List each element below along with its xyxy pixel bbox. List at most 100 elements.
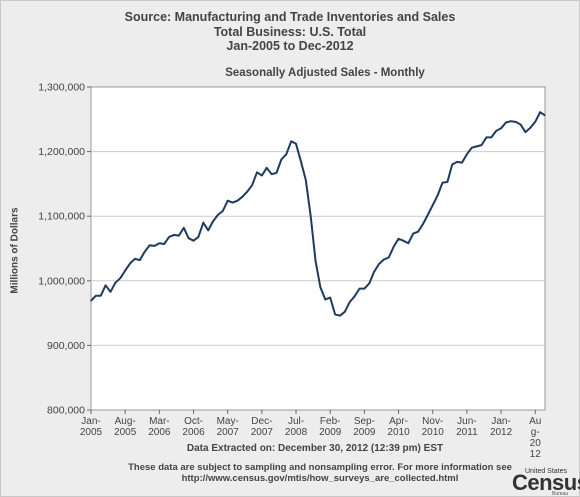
data-point (427, 214, 429, 216)
logo-bureau: Bureau (552, 491, 569, 497)
data-point (256, 171, 258, 173)
census-logo: United States Census Bureau (512, 468, 580, 497)
data-point (378, 263, 380, 265)
data-point (437, 194, 439, 197)
data-point (173, 234, 175, 236)
data-point (510, 120, 512, 122)
data-point (222, 210, 224, 212)
data-point (515, 121, 517, 123)
y-tick-label: 800,000 (47, 405, 85, 417)
data-point (393, 245, 395, 248)
x-tick-label: Nov-2010 (422, 416, 445, 438)
x-tick-label: Dec-2007 (251, 416, 274, 438)
data-point (197, 236, 199, 238)
data-point (349, 301, 351, 303)
data-point (397, 238, 400, 240)
data-point (407, 242, 409, 244)
data-point (119, 277, 121, 279)
data-point (90, 300, 92, 302)
data-point (441, 182, 444, 184)
data-point (539, 111, 541, 113)
data-point (280, 158, 282, 160)
data-point (236, 200, 239, 202)
data-point (363, 287, 365, 290)
source-title: Source: Manufacturing and Trade Inventor… (124, 10, 456, 24)
data-point (480, 144, 483, 146)
x-tick-label: Jul-2008 (285, 416, 308, 438)
sampling-error-text: These data are subject to sampling and n… (128, 462, 512, 473)
x-tick-label: Jun-2011 (456, 416, 478, 438)
data-point (544, 114, 546, 117)
data-point (139, 259, 141, 261)
data-point (158, 242, 160, 244)
chart-title: Seasonally Adjusted Sales - Monthly (225, 67, 425, 79)
data-point (271, 173, 273, 175)
data-point (334, 313, 336, 315)
data-point (207, 229, 209, 232)
data-point (354, 295, 356, 297)
x-tick-label: Sep-2009 (353, 416, 376, 438)
x-tick-label: May-2007 (217, 416, 240, 438)
plot-area (90, 86, 546, 411)
data-point (422, 223, 424, 225)
data-point (183, 227, 185, 229)
data-point (310, 215, 312, 217)
data-point (153, 245, 156, 247)
data-point (95, 295, 97, 297)
x-tick-label: Apr-2010 (387, 416, 410, 438)
data-point (485, 136, 488, 138)
date-range-title: Jan-2005 to Dec-2012 (226, 39, 354, 53)
data-point (285, 153, 287, 155)
data-point (505, 121, 507, 124)
data-point (231, 202, 234, 204)
data-point (519, 123, 522, 126)
data-point (344, 311, 346, 313)
data-point (212, 220, 214, 222)
data-point (476, 145, 478, 148)
data-point (266, 167, 268, 169)
data-point (319, 286, 322, 288)
data-point (109, 291, 112, 293)
data-extracted-note: Data Extracted on: December 30, 2012 (12… (186, 443, 444, 454)
x-tick-label: Au g-20 12 (529, 416, 541, 460)
y-tick-label: 1,100,000 (38, 211, 85, 223)
methodology-link[interactable]: http://www.census.gov/mtis/how_surveys_a… (181, 473, 459, 484)
x-tick-label: Oct-2006 (182, 416, 205, 438)
data-point (446, 181, 448, 183)
data-point (246, 191, 248, 193)
data-point (192, 240, 195, 242)
data-point (217, 214, 219, 216)
data-point (275, 172, 278, 174)
data-point (261, 174, 263, 177)
data-point (402, 240, 405, 242)
sales-series-line (90, 111, 546, 317)
data-point (148, 244, 151, 246)
logo-census: Census (512, 470, 580, 495)
chart-header: Source: Manufacturing and Trade Inventor… (0, 10, 580, 54)
data-point (490, 136, 492, 138)
data-point (412, 233, 414, 235)
x-tick-label: Jan-2012 (490, 416, 513, 438)
data-point (324, 298, 326, 301)
data-point (124, 269, 126, 272)
data-point (129, 262, 131, 264)
sampling-error-note: These data are subject to sampling and n… (0, 462, 580, 484)
data-point (290, 140, 292, 142)
data-point (305, 179, 307, 181)
data-point (100, 295, 102, 297)
data-point (114, 282, 117, 284)
data-point (495, 130, 497, 132)
y-tick-label: 900,000 (47, 340, 85, 352)
data-point (529, 127, 531, 129)
data-point (500, 127, 502, 129)
data-point (451, 163, 453, 166)
data-point (383, 258, 385, 261)
data-point (314, 260, 317, 263)
data-point (432, 204, 434, 206)
data-point (227, 200, 229, 202)
data-point (358, 287, 361, 290)
data-point (144, 251, 146, 253)
data-point (163, 243, 165, 245)
data-point (134, 258, 136, 260)
data-point (368, 282, 370, 284)
